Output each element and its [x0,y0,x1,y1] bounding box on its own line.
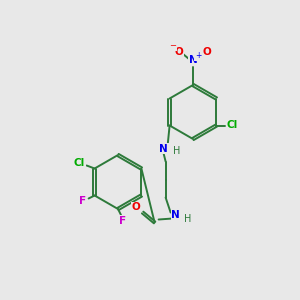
Text: +: + [195,52,201,61]
Text: N: N [159,143,168,154]
Text: O: O [175,47,183,57]
Text: Cl: Cl [74,158,85,169]
Text: H: H [173,146,180,157]
Text: O: O [202,47,211,57]
Text: N: N [189,55,197,65]
Text: F: F [79,196,86,206]
Text: −: − [169,41,176,50]
Text: F: F [119,216,127,226]
Text: H: H [184,214,191,224]
Text: N: N [171,211,180,220]
Text: Cl: Cl [227,121,238,130]
Text: O: O [131,202,140,212]
